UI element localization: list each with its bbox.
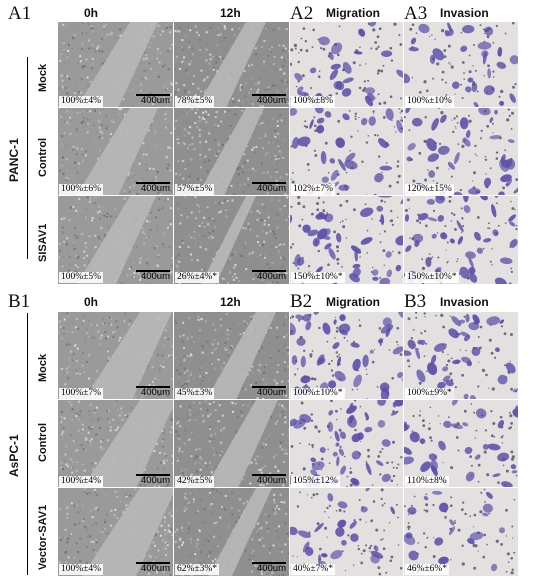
scale-bar-label: 400um [256,387,286,398]
micrograph-b-vector-sav1-col4: 46%±6%* [403,487,519,577]
micrograph-b-vector-sav1-col3: 40%±7%* [289,487,405,577]
micrograph-b-mock-col3: 100%±10%* [289,311,405,401]
row-label-a-mock: Mock [37,63,49,92]
quantification-label: 100%±8% [291,96,336,107]
micrograph-a-mock-col3: 100%±8% [289,21,405,109]
quantification-label: 46%±6%* [405,564,450,575]
scale-bar-label: 400um [140,387,170,398]
quantification-label: 42%±5% [175,476,215,487]
scale-bar [136,270,170,272]
scale-bar [252,474,286,476]
col-title-migration-b: Migration [326,295,380,309]
scale-bar-label: 400um [256,271,286,282]
micrograph-a-sisav1-col3: 150%±10%* [289,195,405,285]
micrograph-a-mock-col4: 100%±10% [403,21,519,109]
quantification-label: 102%±7% [291,184,336,195]
micrograph-b-vector-sav1-col2: 400um 62%±3%* [173,487,291,577]
micrograph-b-vector-sav1-col1: 400um 100%±4% [57,487,175,577]
row-label-b-vector-sav1: Vector-SAV1 [37,504,49,570]
quantification-label: 100%±7% [59,388,104,399]
quantification-label: 150%±10%* [291,272,345,283]
col-title-invasion-a: Invasion [440,6,489,20]
panel-letter-b2: B2 [290,291,313,312]
quantification-label: 100%±4% [59,564,104,575]
quantification-label: 100%±9%* [405,388,454,399]
scale-bar [136,182,170,184]
scale-bar-label: 400um [256,183,286,194]
scale-bar [252,94,286,96]
quantification-label: 45%±3% [175,388,215,399]
quantification-label: 57%±5% [175,184,215,195]
micrograph-a-control-col2: 400um 57%±5% [173,107,291,197]
col-title-0h-a: 0h [84,6,99,20]
scale-bar [136,562,170,564]
micrograph-a-control-col1: 400um 100%±6% [57,107,175,197]
quantification-label: 120%±15% [405,184,454,195]
quantification-label: 62%±3%* [175,564,220,575]
quantification-label: 26%±4%* [175,272,220,283]
group-a-bracket [27,57,28,259]
row-label-a-sisav1: SISAV1 [37,223,49,262]
scale-bar-label: 400um [256,95,286,106]
quantification-label: 100%±6% [59,184,104,195]
scale-bar [252,182,286,184]
scale-bar-label: 400um [256,475,286,486]
quantification-label: 100%±5% [59,272,104,283]
micrograph-b-control-col3: 105%±12% [289,399,405,489]
scale-bar-label: 400um [140,95,170,106]
quantification-label: 150%±10%* [405,272,459,283]
micrograph-a-sisav1-col2: 400um 26%±4%* [173,195,291,285]
row-label-a-control: Control [37,137,49,177]
scale-bar-label: 400um [140,475,170,486]
quantification-label: 40%±7%* [291,564,336,575]
micrograph-b-mock-col4: 100%±9%* [403,311,519,401]
col-title-12h-a: 12h [220,6,241,20]
micrograph-a-control-col3: 102%±7% [289,107,405,197]
scale-bar-label: 400um [140,183,170,194]
col-title-invasion-b: Invasion [440,295,489,309]
quantification-label: 105%±12% [291,476,340,487]
micrograph-a-mock-col2: 400um 78%±5% [173,21,291,109]
micrograph-b-mock-col1: 400um 100%±7% [57,311,175,401]
group-label-panc1: PANC-1 [7,138,21,182]
micrograph-b-control-col2: 400um 42%±5% [173,399,291,489]
panel-letter-a1: A1 [8,3,32,24]
scale-bar [136,474,170,476]
col-title-12h-b: 12h [220,295,241,309]
quantification-label: 100%±10% [405,96,454,107]
micrograph-b-control-col4: 110%±8% [403,399,519,489]
micrograph-a-control-col4: 120%±15% [403,107,519,197]
panel-letter-b1: B1 [8,291,31,312]
scale-bar-label: 400um [140,563,170,574]
row-label-b-mock: Mock [37,353,49,382]
micrograph-b-control-col1: 400um 100%±4% [57,399,175,489]
quantification-label: 100%±4% [59,96,104,107]
scale-bar [252,270,286,272]
quantification-label: 78%±5% [175,96,215,107]
scale-bar [136,94,170,96]
panel-letter-a3: A3 [404,3,428,24]
scale-bar [252,562,286,564]
panel-letter-a2: A2 [290,3,314,24]
micrograph-a-mock-col1: 400um 100%±4% [57,21,175,109]
micrograph-b-mock-col2: 400um 45%±3% [173,311,291,401]
micrograph-a-sisav1-col4: 150%±10%* [403,195,519,285]
col-title-migration-a: Migration [326,6,380,20]
panel-letter-b3: B3 [404,291,427,312]
col-title-0h-b: 0h [84,295,99,309]
scale-bar-label: 400um [140,271,170,282]
scale-bar [252,386,286,388]
scale-bar [136,386,170,388]
quantification-label: 110%±8% [405,476,449,487]
scale-bar-label: 400um [256,563,286,574]
group-label-aspc1: AsPC-1 [7,434,21,477]
group-b-bracket [27,313,28,575]
row-label-b-control: Control [37,422,49,462]
quantification-label: 100%±10%* [291,388,345,399]
micrograph-a-sisav1-col1: 400um 100%±5% [57,195,175,285]
quantification-label: 100%±4% [59,476,104,487]
